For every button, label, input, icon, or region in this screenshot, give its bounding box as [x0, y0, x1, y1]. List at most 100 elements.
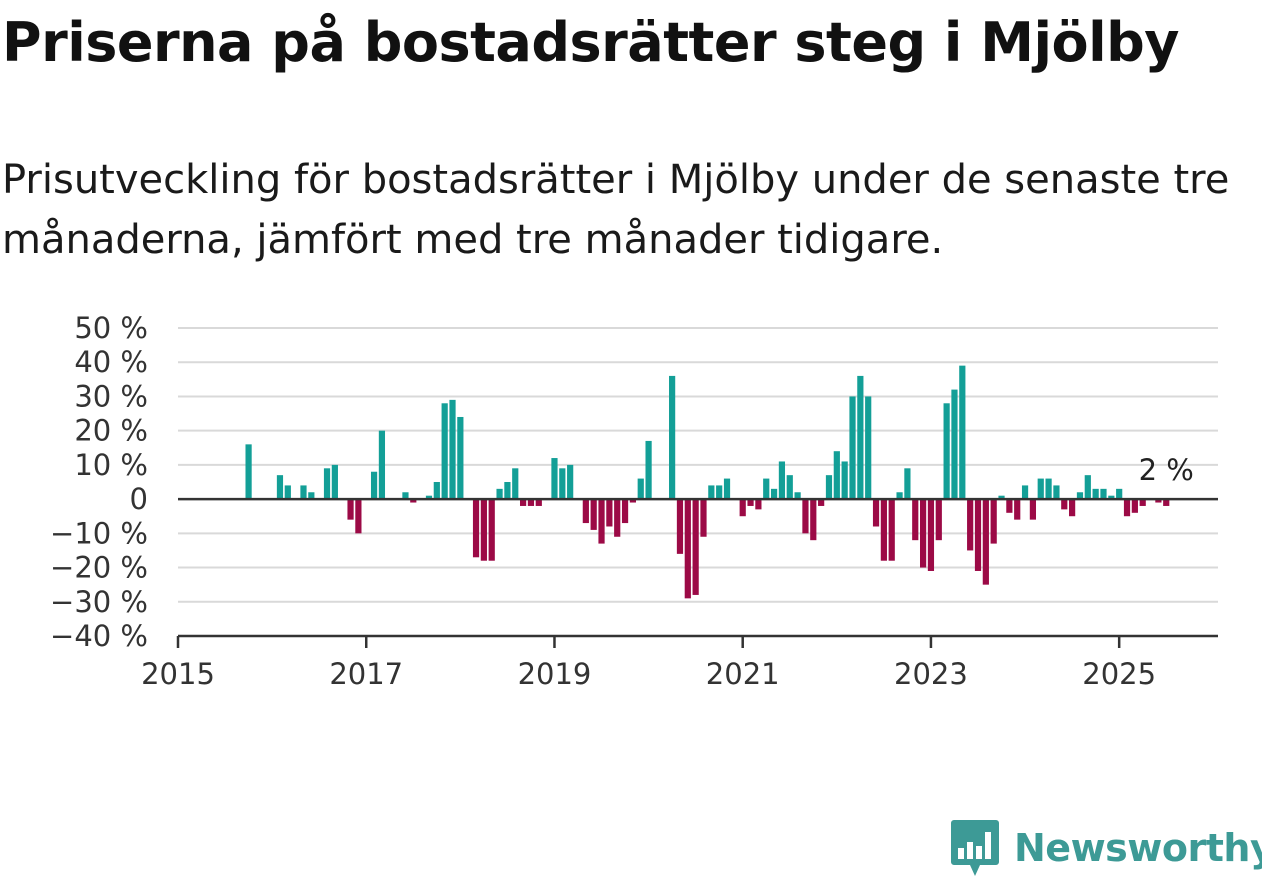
bar: [410, 499, 417, 503]
bar: [1021, 485, 1029, 500]
bar-series: [245, 365, 1170, 599]
bar: [370, 471, 378, 500]
bar: [833, 451, 840, 500]
bar: [284, 485, 291, 500]
bar: [645, 440, 652, 500]
bar: [825, 475, 833, 500]
bar: [669, 375, 676, 500]
bar: [763, 478, 770, 500]
bar: [331, 464, 338, 500]
bar: [692, 499, 699, 595]
x-tick-label: 2017: [329, 657, 403, 691]
newsworthy-logo: Newsworthy: [950, 818, 1262, 878]
bar: [323, 468, 331, 500]
bar: [355, 499, 362, 534]
y-tick-label: −30 %: [50, 585, 148, 619]
y-tick-label: −10 %: [50, 516, 148, 550]
bar: [629, 499, 637, 503]
bar: [1006, 499, 1013, 513]
bar: [621, 499, 629, 524]
y-tick-label: −40 %: [50, 619, 148, 653]
bar: [402, 492, 409, 500]
bar: [567, 464, 574, 500]
bar: [888, 499, 895, 561]
y-tick-label: 40 %: [74, 345, 148, 379]
bar: [912, 499, 919, 541]
bar: [1037, 478, 1044, 500]
bar: [598, 499, 605, 544]
bar: [716, 485, 723, 500]
bar: [943, 403, 950, 500]
bar: [959, 365, 966, 500]
y-tick-labels: 50 %40 %30 %20 %10 %0−10 %−20 %−30 %−40 …: [50, 311, 148, 653]
bar: [841, 461, 848, 500]
bar: [535, 499, 542, 506]
bar: [606, 499, 613, 527]
y-tick-label: 0: [130, 482, 148, 516]
bar-chart-speech-bubble-icon: [951, 820, 999, 876]
bar: [935, 499, 942, 541]
bar: [951, 389, 958, 500]
y-tick-label: 10 %: [74, 448, 148, 482]
bar: [512, 468, 519, 500]
x-tick-label: 2015: [141, 657, 215, 691]
bar: [496, 488, 503, 500]
x-tick-label: 2019: [518, 657, 592, 691]
bar: [347, 499, 354, 520]
bar: [472, 499, 480, 558]
bar: [919, 499, 927, 568]
bar: [457, 416, 464, 500]
bar: [676, 499, 684, 554]
bar: [582, 499, 589, 524]
bar: [637, 478, 644, 500]
bar: [300, 485, 307, 500]
bar: [1045, 478, 1052, 500]
bar: [433, 482, 440, 500]
bar: [488, 499, 495, 561]
bar: [857, 375, 864, 500]
x-tick-label: 2023: [894, 657, 968, 691]
bar: [527, 499, 535, 506]
bar: [904, 468, 911, 500]
bar: [786, 475, 793, 500]
bar: [425, 495, 433, 500]
bar: [849, 396, 856, 500]
bar-chart: 50 %40 %30 %20 %10 %0−10 %−20 %−30 %−40 …: [50, 311, 1218, 691]
bar: [1163, 499, 1170, 506]
bar: [378, 430, 386, 500]
bar: [684, 499, 691, 599]
bar: [276, 475, 284, 500]
bar: [818, 499, 825, 506]
bar: [778, 461, 786, 500]
bar: [865, 396, 872, 500]
bar: [1092, 488, 1099, 500]
bar: [802, 499, 809, 534]
bar: [708, 485, 715, 500]
bar: [590, 499, 597, 530]
bar: [998, 495, 1005, 500]
bar: [794, 492, 801, 500]
bar: [1116, 488, 1123, 500]
bar: [810, 499, 817, 541]
x-tick-label: 2021: [706, 657, 780, 691]
bar: [480, 499, 487, 561]
x-tick-label: 2025: [1082, 657, 1156, 691]
bar: [245, 444, 252, 500]
bar: [1053, 485, 1060, 500]
bar: [1014, 499, 1021, 520]
bar: [872, 499, 880, 527]
bar: [700, 499, 707, 537]
bar: [308, 492, 315, 500]
bar: [441, 403, 448, 500]
last-value-label: 2 %: [1139, 453, 1194, 487]
bar: [1084, 475, 1091, 500]
bar: [449, 399, 456, 500]
bar: [614, 499, 621, 537]
axes: [176, 497, 1218, 648]
bar: [504, 482, 511, 500]
bar: [739, 499, 746, 517]
bar: [1108, 495, 1115, 500]
bar: [1100, 488, 1107, 500]
bar: [982, 499, 989, 585]
brand-name: Newsworthy: [1014, 826, 1262, 870]
